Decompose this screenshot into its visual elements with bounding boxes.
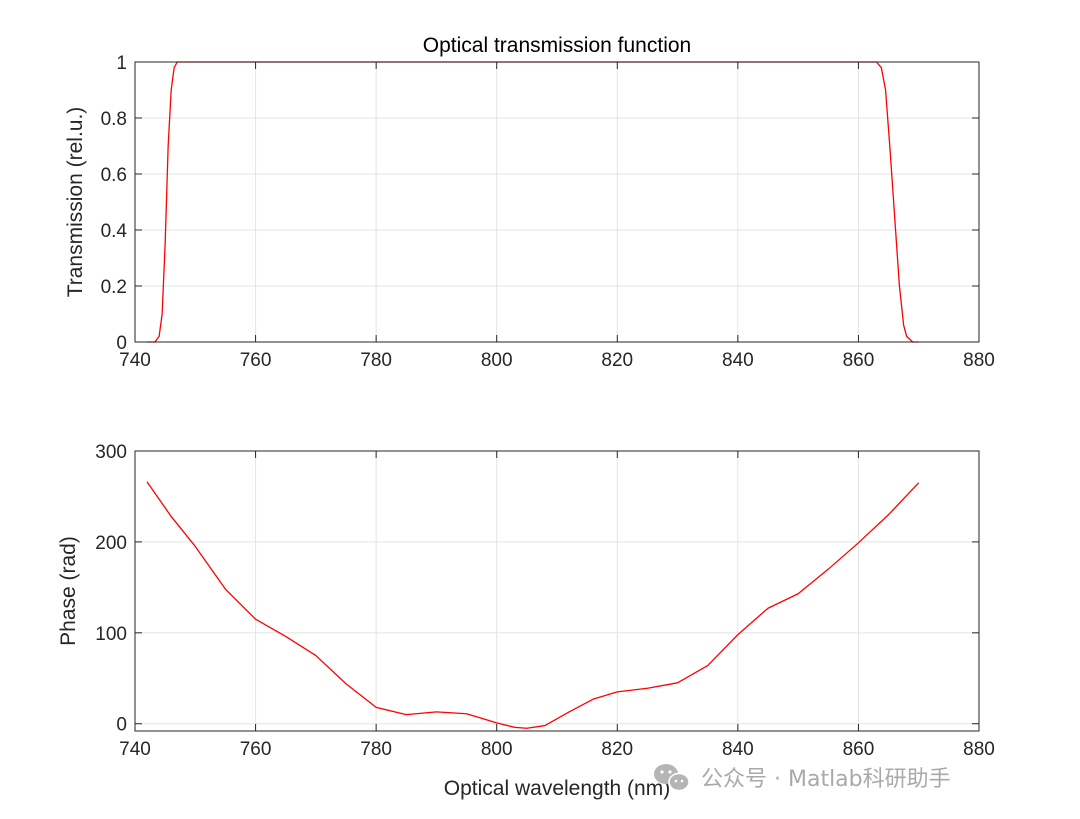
x-tick-label: 820 [601,350,633,371]
y-tick-label: 1 [116,53,127,74]
x-tick-label: 820 [601,739,633,760]
chart-title: Optical transmission function [423,34,691,57]
y-tick-label: 0.4 [101,221,128,242]
x-tick-label: 740 [119,350,151,371]
y-axis-title: Phase (rad) [57,536,80,646]
x-axis: 740 760 780 800 820 840 860 880 [119,451,995,760]
watermark: 公众号 · Matlab科研助手 [654,764,951,792]
x-tick-label: 840 [722,739,754,760]
x-tick-label: 840 [722,350,754,371]
phase-chart: 740 760 780 800 820 840 860 880 0 100 200 300 Phase … [57,442,995,800]
watermark-text: 公众号 · Matlab科研助手 [701,767,951,792]
y-tick-label: 100 [95,624,127,645]
x-tick-label: 880 [963,350,995,371]
x-axis-title: Optical wavelength (nm) [444,777,670,800]
grid [135,62,979,342]
y-tick-label: 0 [116,333,127,354]
x-tick-label: 800 [481,739,513,760]
grid [135,451,979,731]
plot-frame [134,61,980,343]
x-tick-label: 860 [843,350,875,371]
y-tick-label: 0.8 [101,109,127,130]
x-tick-label: 760 [240,350,272,371]
wechat-icon [654,764,690,792]
y-axis: 0 100 200 300 [95,442,979,736]
y-tick-label: 300 [95,442,127,463]
x-tick-label: 780 [360,350,392,371]
y-tick-label: 200 [95,533,127,554]
y-axis: 0 0.2 0.4 0.6 0.8 1 [101,53,979,354]
y-tick-label: 0.6 [101,165,127,186]
x-tick-label: 860 [843,739,875,760]
y-tick-label: 0 [116,715,127,736]
y-tick-label: 0.2 [101,277,127,298]
series-line [146,481,920,729]
transmission-chart: 740 760 780 800 820 840 860 880 0 0.2 0.4 0.6 0.8 1 Op… [64,34,995,371]
x-tick-label: 760 [240,739,272,760]
y-axis-title: Transmission (rel.u.) [64,107,87,298]
x-tick-label: 800 [481,350,513,371]
x-axis: 740 760 780 800 820 840 860 880 [119,62,995,371]
x-tick-label: 880 [963,739,995,760]
x-tick-label: 780 [360,739,392,760]
x-tick-label: 740 [119,739,151,760]
plot-frame [134,450,980,732]
